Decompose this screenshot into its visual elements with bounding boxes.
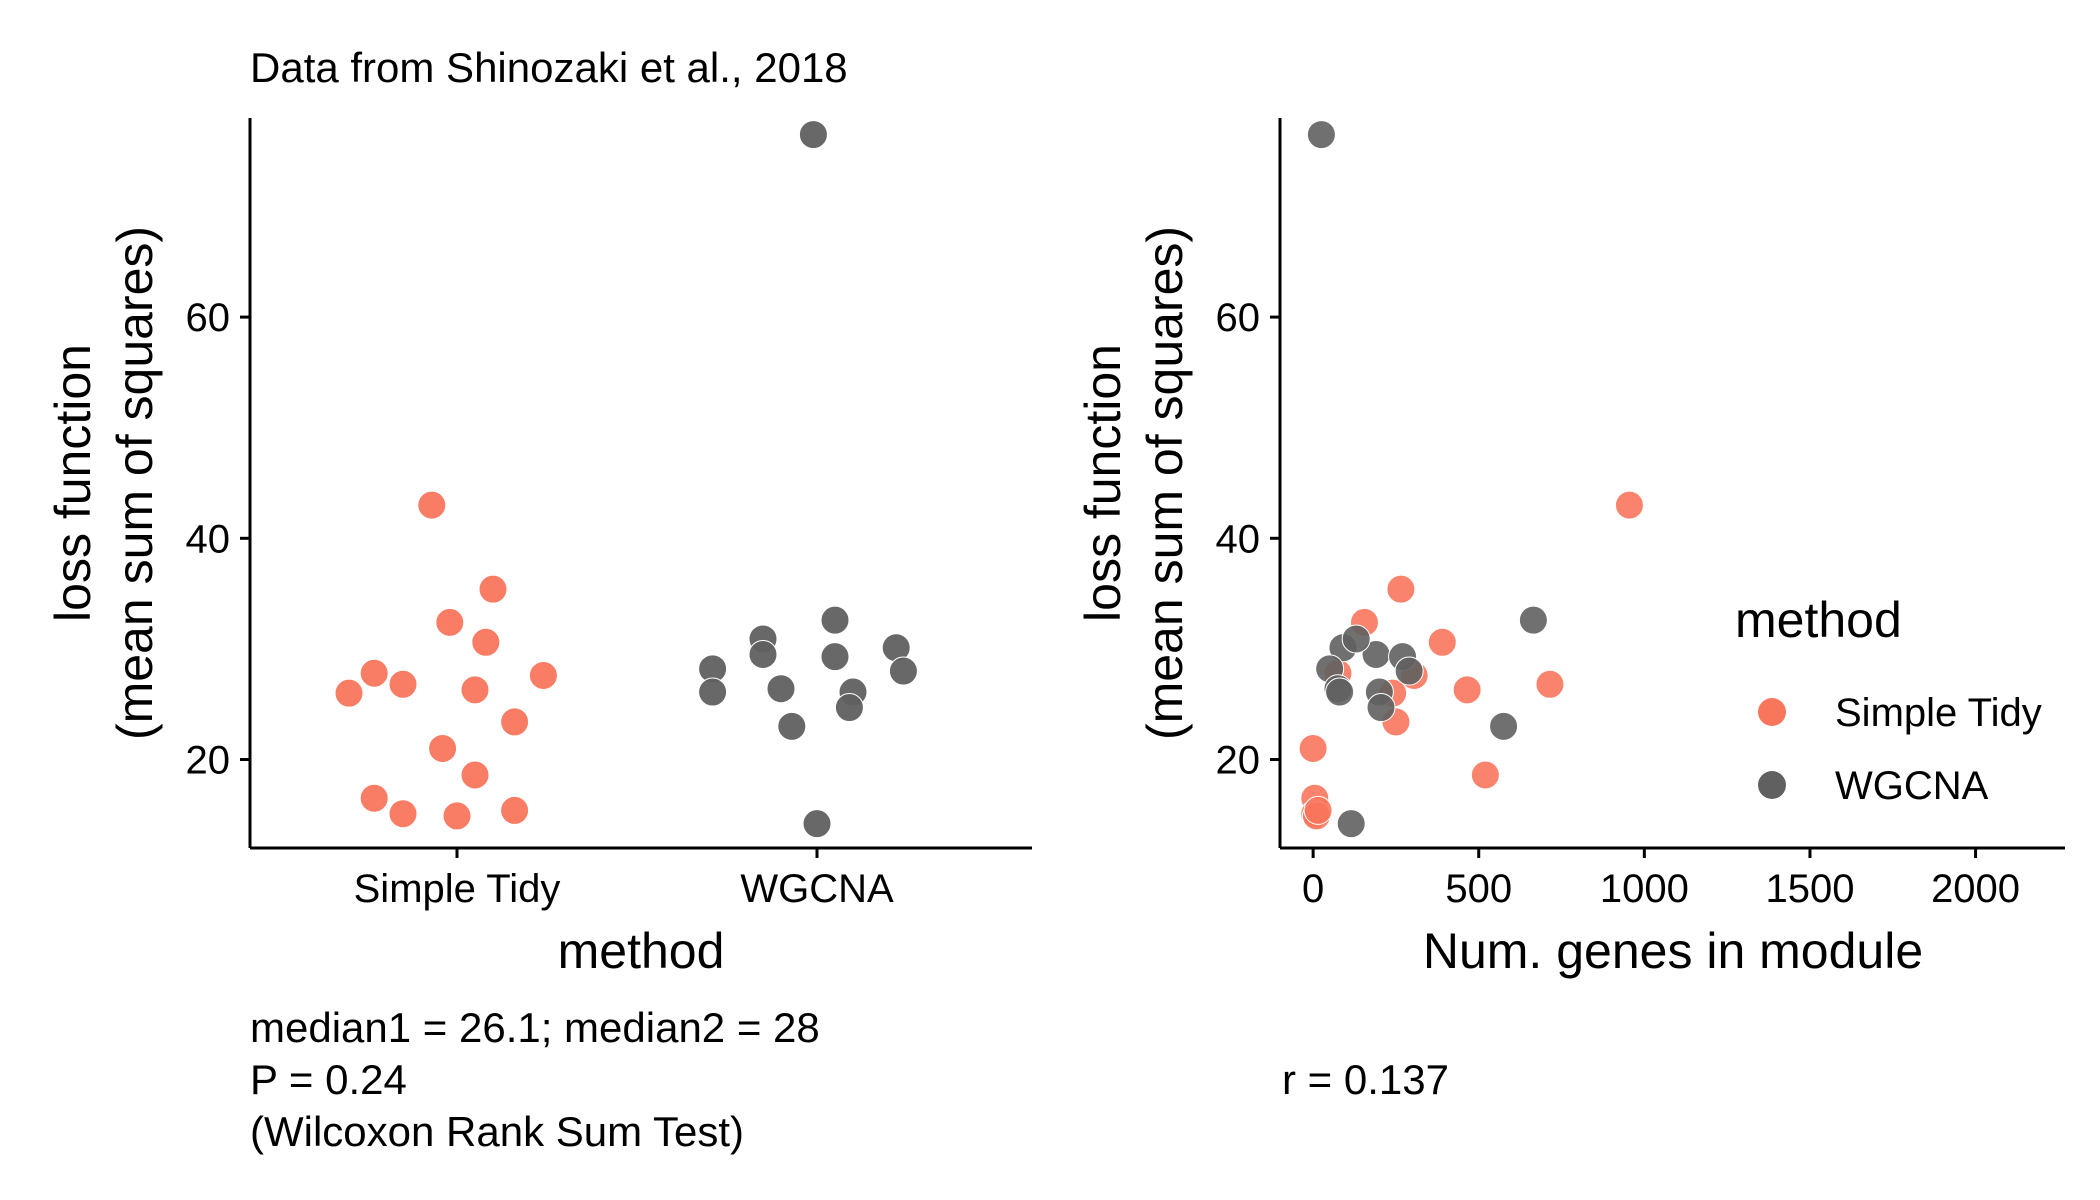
left-x-tick-label-wgcna: WGCNA <box>740 867 894 911</box>
left-y-tick-label: 40 <box>186 517 231 561</box>
point-wgcna <box>766 674 796 704</box>
point-simple-tidy <box>1535 669 1565 699</box>
point-wgcna <box>698 677 728 707</box>
point-wgcna <box>820 642 850 672</box>
right-y-tick-label: 40 <box>1216 517 1261 561</box>
point-simple-tidy <box>460 760 490 790</box>
point-simple-tidy <box>528 660 558 690</box>
left-y-tick-label: 60 <box>186 296 231 340</box>
right-x-axis-title: Num. genes in module <box>1423 923 1923 979</box>
point-wgcna <box>888 656 918 686</box>
right-x-ticks: 0 500 1000 1500 2000 <box>1302 848 2020 911</box>
point-wgcna <box>798 120 828 150</box>
right-y-tick-label: 20 <box>1216 739 1261 783</box>
right-points <box>1298 120 1644 839</box>
point-wgcna <box>777 711 807 741</box>
point-simple-tidy <box>1298 733 1328 763</box>
point-simple-tidy <box>442 801 472 831</box>
left-caption-line: P = 0.24 <box>250 1056 407 1103</box>
left-x-tick-label-simple-tidy: Simple Tidy <box>354 867 561 911</box>
left-y-axis-title-line1: loss function <box>45 344 101 622</box>
point-simple-tidy <box>500 795 530 825</box>
point-simple-tidy <box>471 627 501 657</box>
right-x-tick-label: 0 <box>1302 867 1324 911</box>
legend-title: method <box>1735 592 1902 648</box>
right-y-axis-title: loss function (mean sum of squares) <box>1075 226 1193 740</box>
left-y-axis-title: loss function (mean sum of squares) <box>45 226 163 740</box>
point-simple-tidy <box>478 574 508 604</box>
point-wgcna <box>1366 693 1396 723</box>
point-wgcna <box>1341 624 1371 654</box>
right-x-tick-label: 1000 <box>1600 867 1689 911</box>
point-wgcna <box>1394 656 1424 686</box>
point-wgcna <box>1489 711 1519 741</box>
left-panel: Data from Shinozaki et al., 2018 204060 … <box>45 44 1032 1155</box>
left-points <box>334 120 918 839</box>
right-x-tick-label: 1500 <box>1765 867 1854 911</box>
point-wgcna <box>1306 120 1336 150</box>
point-wgcna <box>748 639 778 669</box>
left-y-tick-label: 20 <box>186 739 231 783</box>
point-simple-tidy <box>435 607 465 637</box>
left-caption-line: (Wilcoxon Rank Sum Test) <box>250 1108 744 1155</box>
point-simple-tidy <box>460 675 490 705</box>
point-wgcna <box>820 605 850 635</box>
point-wgcna <box>834 693 864 723</box>
left-x-axis-title: method <box>558 923 725 979</box>
point-simple-tidy <box>1470 760 1500 790</box>
point-simple-tidy <box>359 783 389 813</box>
right-y-ticks: 20 40 60 <box>1216 296 1280 783</box>
point-wgcna <box>802 809 832 839</box>
point-simple-tidy <box>1386 574 1416 604</box>
left-caption-line: median1 = 26.1; median2 = 28 <box>250 1004 820 1051</box>
point-simple-tidy <box>417 490 447 520</box>
point-wgcna <box>1325 677 1355 707</box>
point-simple-tidy <box>388 669 418 699</box>
legend: method Simple Tidy WGCNA <box>1735 592 2042 808</box>
point-simple-tidy <box>334 678 364 708</box>
left-x-ticks: Simple Tidy WGCNA <box>354 848 894 911</box>
point-simple-tidy <box>359 658 389 688</box>
right-panel: 20 40 60 0 500 1000 1500 2000 Num. genes in mo… <box>1075 118 2065 1103</box>
legend-key-wgcna <box>1758 771 1786 799</box>
point-simple-tidy <box>1452 675 1482 705</box>
point-simple-tidy <box>428 733 458 763</box>
left-y-axis-title-line2: (mean sum of squares) <box>107 226 163 740</box>
right-x-tick-label: 500 <box>1445 867 1512 911</box>
point-simple-tidy <box>388 799 418 829</box>
point-simple-tidy <box>500 707 530 737</box>
point-wgcna <box>1518 605 1548 635</box>
left-y-ticks: 20 40 60 <box>186 296 250 783</box>
right-y-axis-title-line1: loss function <box>1075 344 1131 622</box>
legend-key-simple-tidy <box>1758 698 1786 726</box>
left-chart-title: Data from Shinozaki et al., 2018 <box>250 44 848 91</box>
point-simple-tidy <box>1427 627 1457 657</box>
right-y-tick-label: 60 <box>1216 296 1261 340</box>
point-simple-tidy <box>1303 795 1333 825</box>
right-y-axis-title-line2: (mean sum of squares) <box>1137 226 1193 740</box>
legend-label-simple-tidy: Simple Tidy <box>1835 691 2042 735</box>
legend-label-wgcna: WGCNA <box>1835 764 1989 808</box>
left-caption: median1 = 26.1; median2 = 28 P = 0.24 (W… <box>250 1004 820 1155</box>
right-x-tick-label: 2000 <box>1931 867 2020 911</box>
point-wgcna <box>1336 809 1366 839</box>
point-simple-tidy <box>1614 490 1644 520</box>
right-caption-line: r = 0.137 <box>1282 1056 1449 1103</box>
